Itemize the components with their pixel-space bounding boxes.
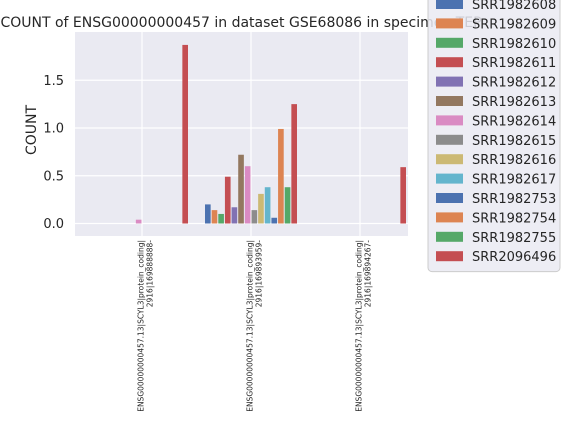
x-axis-ticks: ENSG00000000457.13|SCYL3|protein_coding|… (137, 240, 373, 412)
x-tick-label: ENSG00000000457.13|SCYL3|protein_coding|… (355, 240, 373, 412)
legend-label: SRR1982609 (472, 17, 556, 32)
legend-label: SRR1982610 (472, 37, 556, 52)
legend-label: SRR1982613 (472, 95, 556, 110)
legend-label: SRR1982608 (472, 0, 556, 13)
legend-swatch (436, 76, 463, 87)
legend-swatch (436, 231, 463, 242)
bar-srr1982612 (231, 207, 238, 224)
bar-srr1982613 (238, 154, 244, 224)
bar-srr1982608 (205, 204, 211, 224)
bar-srr1982610 (218, 213, 224, 224)
legend-label: SRR1982754 (472, 211, 556, 226)
legend-label: SRR1982617 (472, 173, 556, 188)
legend-label: SRR1982615 (472, 134, 556, 149)
y-tick-label: 0.5 (43, 169, 64, 184)
bars (135, 44, 406, 224)
legend-swatch (436, 193, 463, 203)
legend-label: SRR1982612 (472, 76, 556, 91)
bar-srr1982614 (135, 219, 142, 224)
legend-label: SRR1982753 (472, 192, 556, 207)
bar-srr1982611 (224, 176, 231, 224)
legend-swatch (436, 57, 463, 68)
bar-srr1982753 (271, 217, 278, 224)
chart-title: COUNT of ENSG00000000457 in dataset GSE6… (0, 15, 481, 31)
legend-label: SRR1982755 (472, 231, 556, 246)
bar-srr1982755 (284, 187, 291, 224)
legend-swatch (436, 18, 463, 29)
legend-label: SRR1982614 (472, 114, 556, 129)
bar-srr2096496 (182, 44, 188, 224)
bar-srr1982609 (211, 210, 218, 224)
legend-swatch (436, 37, 463, 48)
y-axis-label: COUNT (24, 105, 40, 156)
legend-label: SRR2096496 (472, 250, 556, 265)
legend-swatch (436, 212, 463, 223)
y-tick-label: 1.5 (43, 74, 64, 89)
legend-label: SRR1982616 (472, 153, 556, 168)
legend-swatch (436, 173, 463, 184)
y-tick-label: 0.0 (43, 217, 64, 232)
legend-swatch (436, 115, 463, 126)
bar-srr1982615 (251, 210, 258, 224)
x-tick-label: ENSG00000000457.13|SCYL3|protein_coding|… (246, 240, 264, 412)
bar-srr1982616 (258, 193, 264, 224)
bar-srr1982754 (278, 128, 284, 224)
bar-srr2096496 (291, 104, 297, 224)
legend-swatch (436, 96, 463, 106)
y-axis-ticks: 0.0 0.5 1.0 1.5 (43, 74, 64, 232)
legend-swatch (436, 0, 463, 9)
bar-srr1982614 (244, 166, 251, 224)
legend-swatch (436, 154, 463, 165)
x-tick-label: ENSG00000000457.13|SCYL3|protein_coding|… (137, 240, 155, 412)
legend-box (427, 0, 561, 273)
bar-srr2096496 (400, 167, 406, 224)
legend-label: SRR1982611 (472, 56, 556, 71)
legend: SRR1982608 SRR1982609 SRR1982610 SRR1982611… (427, 0, 561, 273)
bar-srr1982617 (264, 187, 271, 224)
legend-swatch (436, 251, 463, 262)
legend-swatch (436, 134, 463, 145)
y-tick-label: 1.0 (43, 122, 64, 137)
